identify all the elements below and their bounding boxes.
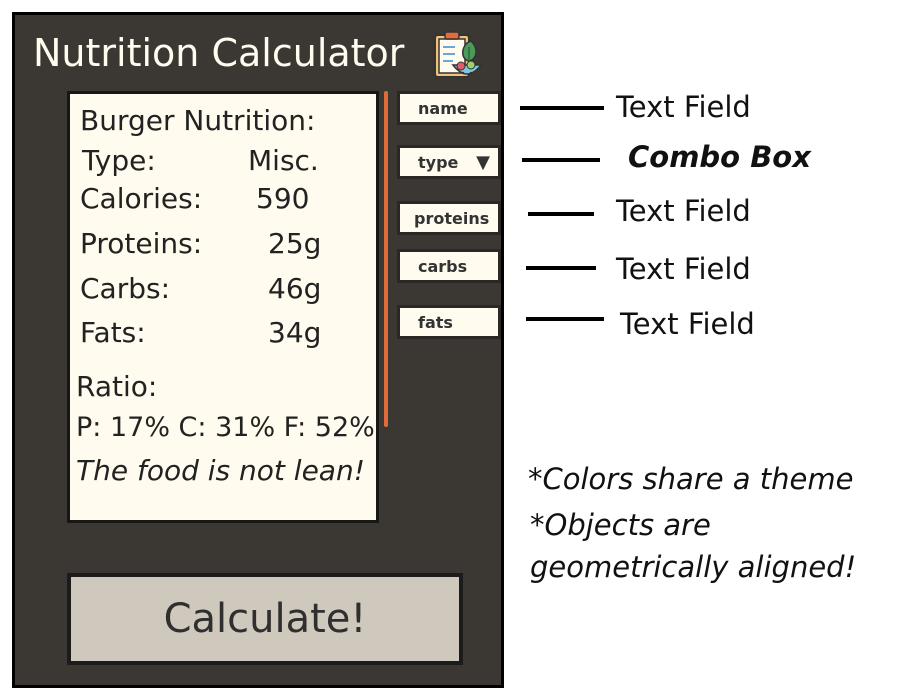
annotation-line-carbs (526, 266, 596, 270)
app-window: Nutrition Calculator Burger Nutrition: T… (12, 12, 504, 688)
annotation-line-proteins (528, 212, 594, 216)
annotation-name: Text Field (616, 90, 751, 124)
calories-label: Calories: (80, 182, 203, 215)
annotation-fats: Text Field (620, 307, 755, 341)
app-title: Nutrition Calculator (33, 31, 405, 75)
ratio-label: Ratio: (76, 370, 158, 403)
proteins-label: Proteins: (80, 227, 203, 260)
scroll-divider[interactable] (384, 91, 388, 427)
fats-field[interactable]: fats (397, 305, 501, 339)
type-combo-box[interactable]: type ▼ (397, 145, 501, 179)
annotation-line-type (522, 158, 600, 162)
type-combo-text: type (418, 152, 459, 172)
type-label: Type: (82, 144, 156, 177)
type-value: Misc. (248, 144, 319, 177)
calories-value: 590 (256, 182, 310, 215)
proteins-field[interactable]: proteins (397, 201, 501, 235)
annotation-type: Combo Box (628, 140, 811, 174)
carbs-field[interactable]: carbs (397, 249, 501, 283)
calculate-button[interactable]: Calculate! (67, 573, 463, 665)
proteins-field-text[interactable]: proteins (400, 204, 498, 232)
nutrition-result-panel: Burger Nutrition: Type: Misc. Calories: … (67, 91, 379, 523)
annotation-carbs: Text Field (616, 252, 751, 286)
note-colors: *Colors share a theme (528, 462, 854, 496)
carbs-field-text[interactable]: carbs (400, 252, 498, 280)
ratio-value: P: 17% C: 31% F: 52% (76, 412, 375, 443)
carbs-value: 46g (268, 272, 322, 305)
annotation-line-name (520, 106, 604, 110)
result-heading: Burger Nutrition: (80, 104, 316, 137)
verdict-text: The food is not lean! (76, 454, 365, 487)
note-objects: *Objects are (530, 508, 711, 542)
name-field[interactable]: name (397, 91, 501, 125)
fats-label: Fats: (80, 316, 146, 349)
clipboard-salad-icon (434, 31, 483, 78)
fats-field-text[interactable]: fats (400, 308, 498, 336)
annotation-line-fats (526, 317, 604, 321)
dropdown-arrow-icon[interactable]: ▼ (476, 151, 490, 173)
fats-value: 34g (268, 316, 322, 349)
name-field-text[interactable]: name (400, 94, 498, 122)
proteins-value: 25g (268, 227, 322, 260)
note-aligned: geometrically aligned! (530, 550, 857, 584)
annotation-proteins: Text Field (616, 194, 751, 228)
carbs-label: Carbs: (80, 272, 171, 305)
